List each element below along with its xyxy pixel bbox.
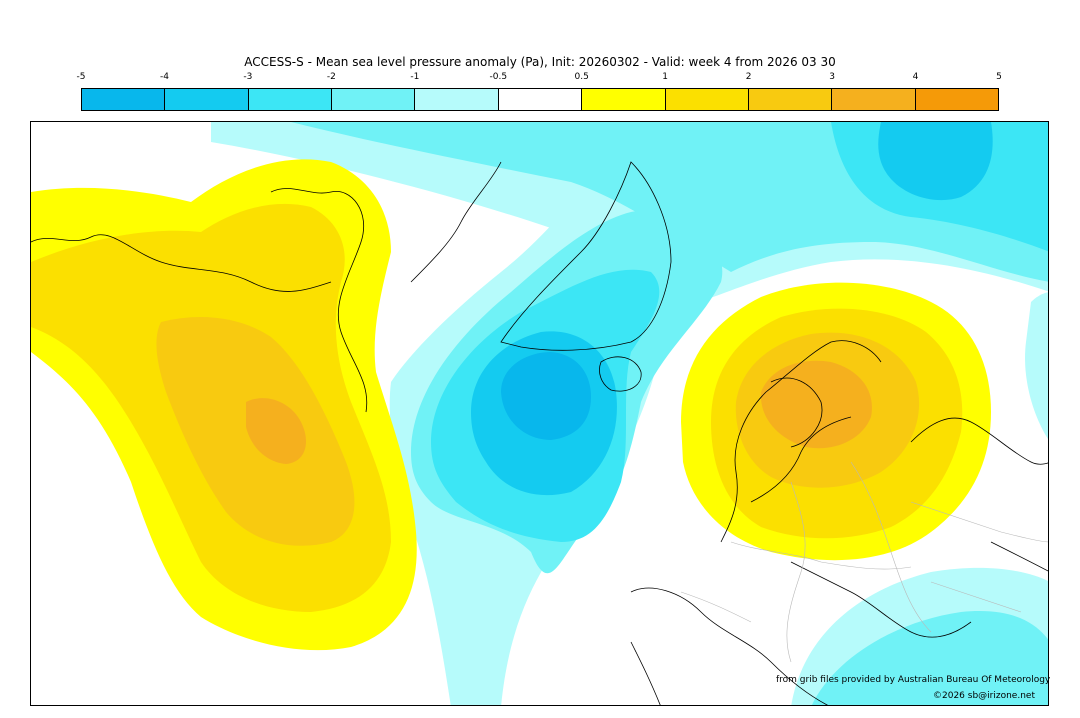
legend-tick-label: 0.5 [574, 72, 589, 82]
legend-tick-label: -2 [326, 72, 336, 82]
legend-swatch [748, 89, 833, 110]
anomaly-area-pos-east-3 [760, 360, 872, 449]
legend-swatch [248, 89, 333, 110]
color-legend-bar [81, 88, 999, 111]
legend-tick-label: -4 [159, 72, 169, 82]
legend-tick-label: 5 [996, 72, 1002, 82]
legend-tick-label: -0.5 [489, 72, 508, 82]
legend-swatch [832, 89, 916, 110]
copyright-credit: ©2026 sb@irizone.net [933, 691, 1035, 701]
legend-swatch [582, 89, 666, 110]
legend-swatch [332, 89, 416, 110]
legend-swatch [415, 89, 499, 110]
anomaly-area-pos-west-3 [246, 398, 306, 464]
legend-swatch [665, 89, 749, 110]
legend-tick-label: -1 [410, 72, 420, 82]
coastlines [31, 161, 1048, 705]
legend-tick-label: 2 [745, 72, 752, 82]
legend-swatch [498, 89, 583, 110]
legend-swatch [165, 89, 249, 110]
anomaly-area-neg-light-east [1025, 292, 1048, 439]
anomaly-area-neg-max-west [501, 352, 591, 440]
map-title: ACCESS-S - Mean sea level pressure anoma… [244, 55, 836, 69]
map-canvas [31, 122, 1048, 705]
anomaly-area-neg-mid-south [812, 611, 1048, 705]
legend-swatch [82, 89, 166, 110]
legend-swatch [915, 89, 998, 110]
legend-tick-label: 4 [912, 72, 919, 82]
country-borders [680, 461, 1048, 663]
legend-tick-label: 3 [829, 72, 835, 82]
legend-tick-label: -3 [243, 72, 253, 82]
legend-tick-label: 1 [662, 72, 669, 82]
legend-tick-label: -5 [76, 72, 86, 82]
anomaly-area-neg-core-north [878, 122, 993, 201]
data-source-credit: from grib files provided by Australian B… [776, 675, 1051, 685]
pressure-anomaly-map [30, 121, 1049, 706]
